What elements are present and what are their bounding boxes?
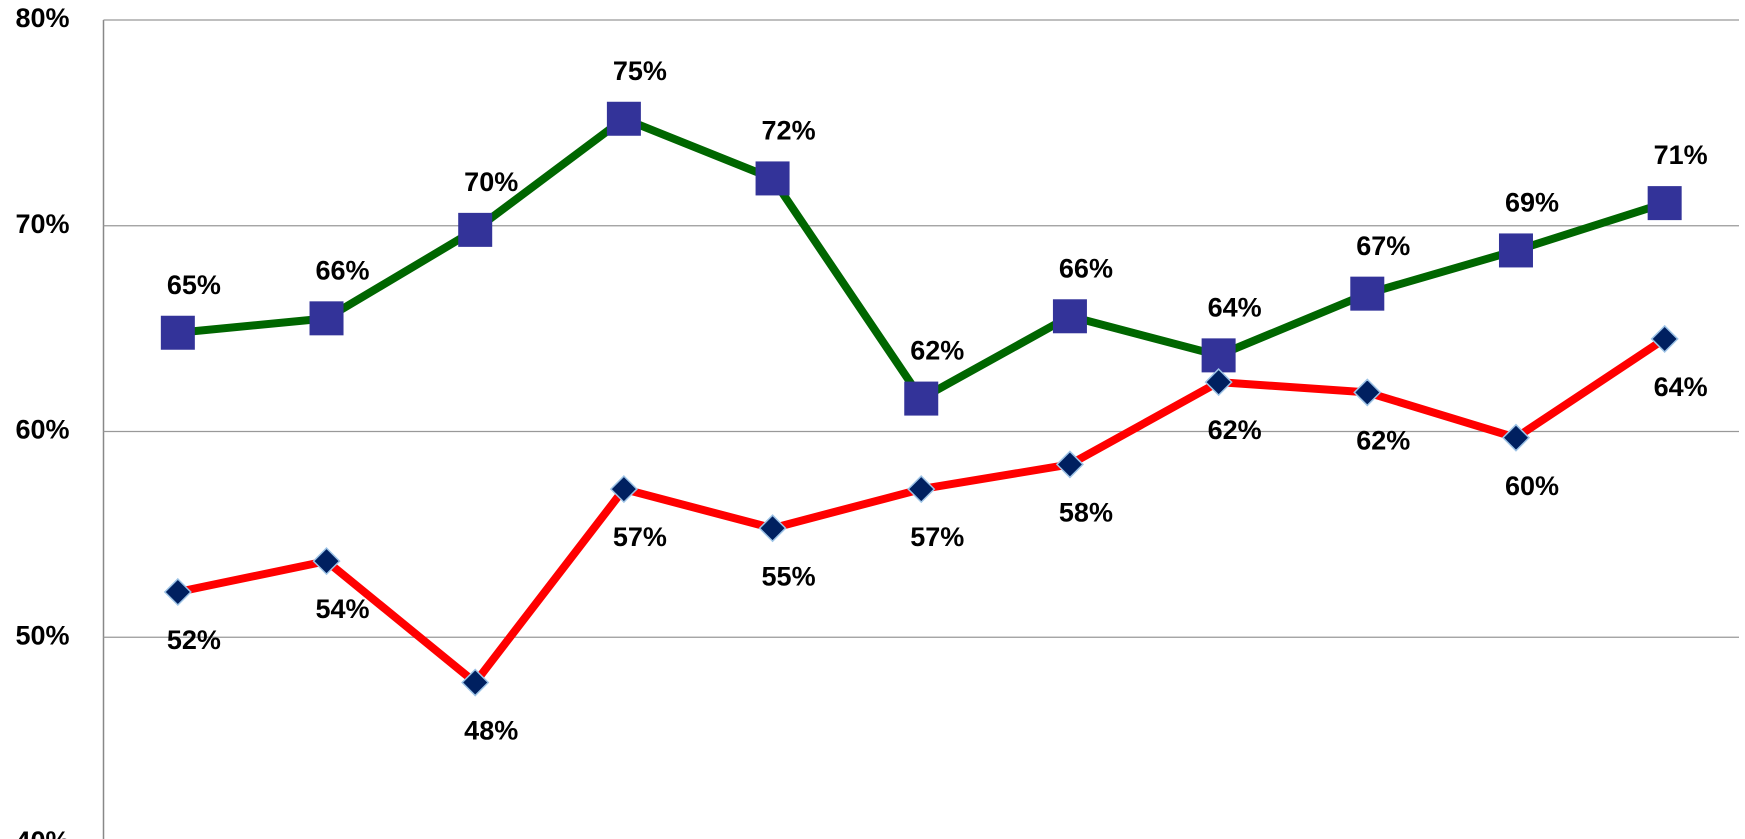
data-label: 65% — [167, 270, 221, 300]
marker — [309, 301, 344, 336]
data-label: 75% — [613, 56, 667, 86]
marker — [609, 475, 638, 504]
data-label: 52% — [167, 625, 221, 655]
marker — [461, 668, 490, 697]
data-label: 60% — [1505, 471, 1559, 501]
marker — [458, 212, 493, 247]
marker — [1353, 378, 1382, 407]
y-tick-label: 60% — [15, 415, 69, 445]
data-label: 57% — [910, 522, 964, 552]
y-tick-label: 50% — [15, 620, 69, 650]
y-tick-label: 40% — [15, 826, 69, 839]
marker — [1204, 368, 1233, 397]
marker — [606, 101, 641, 136]
marker — [1350, 276, 1385, 311]
marker — [1650, 324, 1679, 353]
marker — [1201, 338, 1236, 373]
data-label: 67% — [1356, 231, 1410, 261]
data-label: 70% — [464, 167, 518, 197]
data-label: 66% — [315, 255, 369, 285]
marker — [755, 161, 790, 196]
data-label: 62% — [1208, 415, 1262, 445]
data-label: 48% — [464, 716, 518, 746]
marker — [758, 514, 787, 543]
data-label: 58% — [1059, 498, 1113, 528]
data-label: 62% — [910, 336, 964, 366]
marker — [1501, 423, 1531, 452]
data-label: 71% — [1654, 140, 1708, 170]
data-label: 69% — [1505, 188, 1559, 218]
y-tick-label: 80% — [15, 3, 69, 33]
data-label: 57% — [613, 522, 667, 552]
data-label: 66% — [1059, 253, 1113, 283]
marker — [1498, 233, 1533, 268]
marker — [312, 547, 341, 576]
data-label: 64% — [1654, 372, 1708, 402]
marker — [904, 381, 939, 416]
marker — [1055, 450, 1084, 479]
marker — [160, 315, 195, 350]
marker — [1052, 299, 1087, 334]
data-label: 55% — [762, 561, 816, 591]
marker — [163, 577, 192, 607]
marker — [907, 475, 936, 504]
data-label: 62% — [1356, 426, 1410, 456]
data-label: 54% — [315, 594, 369, 624]
marker — [1647, 186, 1682, 221]
data-label: 64% — [1208, 292, 1262, 322]
y-tick-label: 70% — [15, 209, 69, 239]
data-label: 72% — [762, 116, 816, 146]
